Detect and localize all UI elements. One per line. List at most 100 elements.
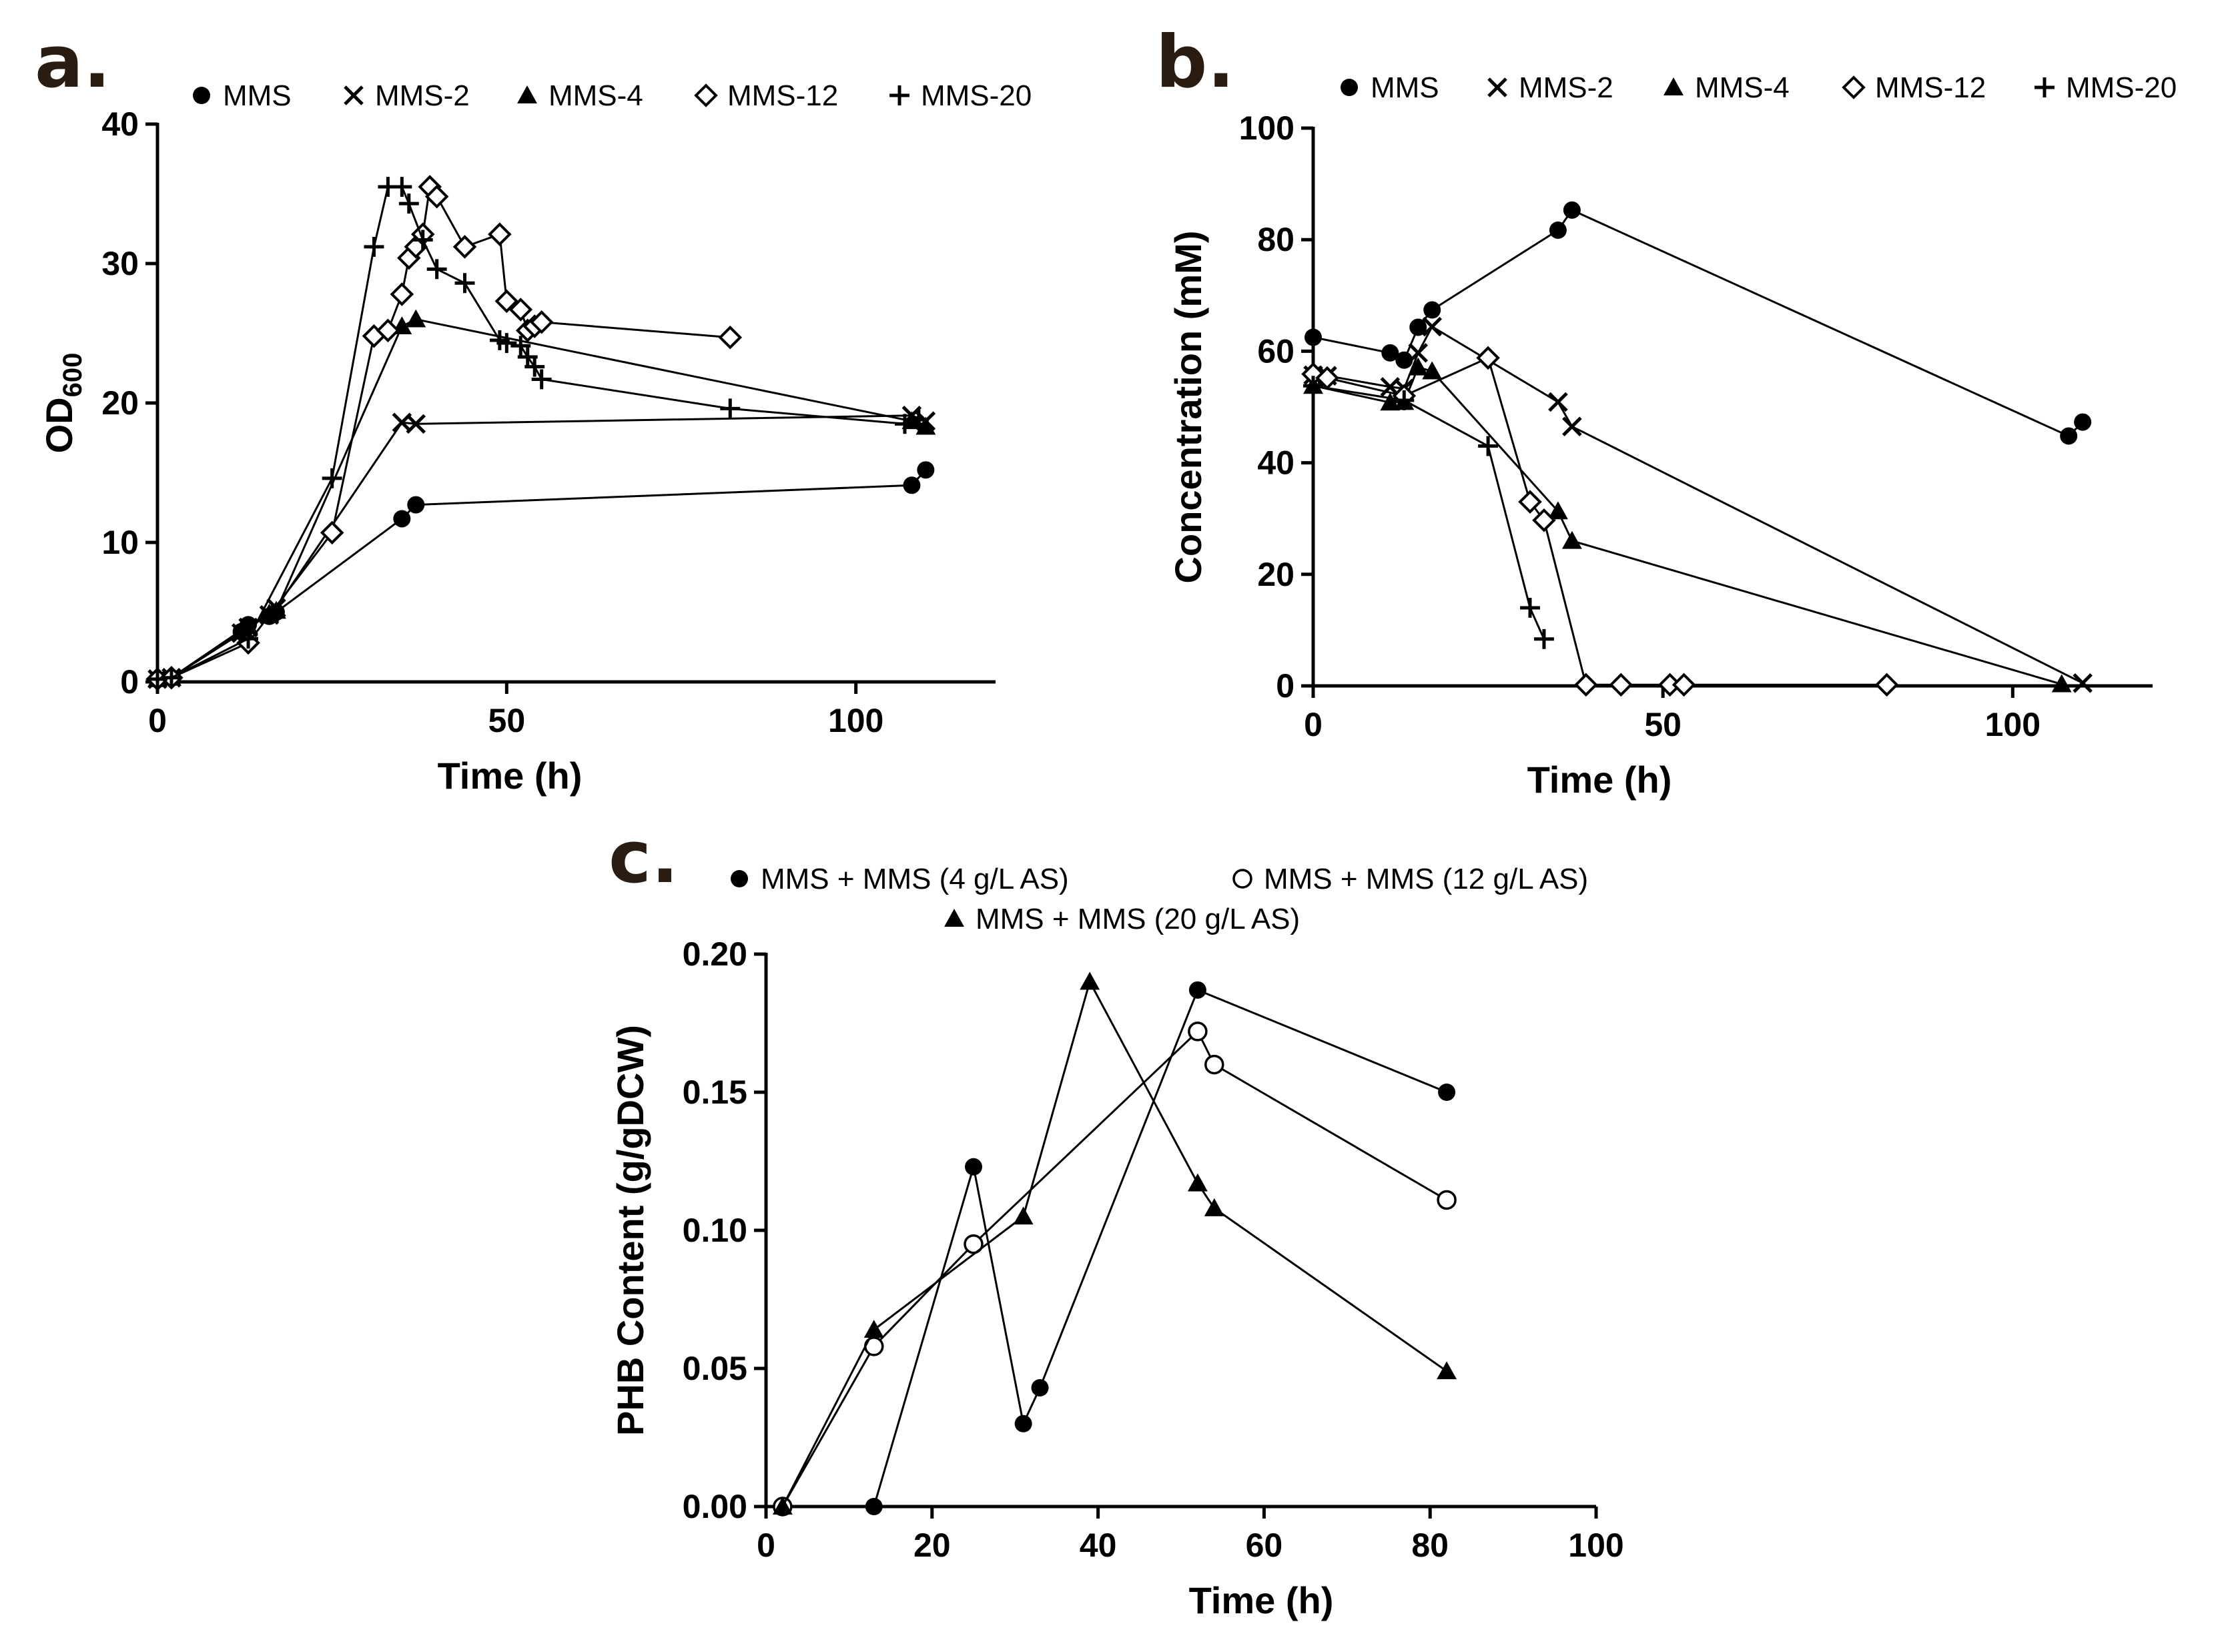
panel-b-series-mms-2-point [1422,316,1442,337]
panel-c-legend-item-mms-mms-12-g-l-as: MMS + MMS (12 g/L AS) [1232,863,1588,895]
panel-c-x-tick-label: 20 [913,1527,951,1564]
panel-b-y-tick-label: 80 [1257,221,1295,258]
panel-a-series-mms-12-point [718,325,743,350]
panel-c-series-mms-mms-20-g-l-as-point [1204,1198,1224,1216]
panel-b-series-mms-4-point [1547,501,1568,520]
panel-a-x-tick-label: 50 [488,702,526,739]
panel-c-series-mms-mms-20-g-l-as [772,971,1457,1515]
panel-a-y-tick-label: 30 [101,245,139,282]
panel-c-legend-item-mms-mms-20-g-l-as: MMS + MMS (20 g/L AS) [944,903,1300,935]
panel-b-series-mms-2-point [1562,416,1582,437]
panel-a-legend-item-mms-12: MMS-12 [694,79,838,112]
panel-a-series-mms-20-point [392,177,412,197]
panel-b-series-mms-4-point [1380,392,1401,411]
panel-c-legend-item-mms-mms-4-g-l-as: MMS + MMS (4 g/L AS) [731,863,1069,895]
panel-b-series-mms-point [2074,413,2092,431]
panel-c-x-tick-label: 60 [1246,1527,1283,1564]
panel-b-series-mms-20-point [1534,629,1554,649]
panel-b-x-tick-label: 0 [1304,706,1323,743]
panel-c-legend-marker [944,909,964,927]
panel-c-series-mms-mms-12-g-l-as-line [781,1029,1447,1507]
panel-c-series-mms-mms-4-g-l-as-point [1188,981,1206,999]
panel-b-series-mms-12 [1301,346,1899,697]
panel-a-series-mms-12-point [376,318,400,343]
panel-a-series-mms-20-point [908,410,929,430]
panel-c-series-mms-mms-12-g-l-as-point [1188,1021,1208,1042]
panel-a-y-tick-label: 20 [101,384,139,422]
panel-b-series-mms-12-point [1476,346,1500,370]
panel-b-legend-marker [1341,79,1358,96]
panel-a-series-mms-20-point [364,236,384,257]
panel-b-series-mms-20-line [1313,384,1545,640]
panel-a-legend-marker [889,85,909,105]
panel-a-series-mms-20-point [412,230,433,250]
panel-b-series-mms-2-point [2073,673,2093,693]
panel-b-legend-item-mms-4: MMS-4 [1664,71,1790,104]
panel-c-series-mms-mms-12-g-l-as-point [1204,1054,1224,1075]
panel-b-legend-label: MMS-12 [1875,71,1986,104]
panel-a-legend-label: MMS-20 [921,79,1032,112]
panel-a-x-axis-title: Time (h) [438,755,583,797]
panel-a-series-mms-2-point [406,414,426,434]
panel-c-series-mms-mms-4-g-l-as-point [965,1158,982,1176]
panel-c-x-tick-label: 80 [1411,1527,1449,1564]
panel-b-legend-label: MMS-20 [2066,71,2177,104]
panel-c-x-tick-label: 0 [757,1527,775,1564]
panel-c-legend-label: MMS + MMS (12 g/L AS) [1264,863,1588,895]
panel-a-series-mms-point [917,461,935,479]
panel-a-series-mms-20-point [894,414,915,434]
panel-b-legend-label: MMS [1371,71,1439,104]
panel-a-series-mms-20-point [238,629,259,649]
panel-b-legend-item-mms-12: MMS-12 [1842,71,1986,104]
panel-c-series-mms-mms-20-g-l-as-line [781,979,1447,1507]
panel-b-x-axis-title: Time (h) [1527,759,1672,801]
panel-b-series-mms-point [1409,318,1427,336]
panel-c-legend-label: MMS + MMS (4 g/L AS) [761,863,1069,895]
panel-a-series-mms-2 [147,406,936,689]
panel-a-series-mms-20-point [398,193,419,214]
panel-b-series-mms-4-point [1422,361,1443,380]
panel-a-series-mms-20-point [510,336,531,356]
panel-b-legend-item-mms-20: MMS-20 [2035,71,2177,104]
panel-c-x-tick-label: 40 [1080,1527,1117,1564]
panel-b-series-mms-point [1549,221,1567,239]
panel-b-chart: b. 0 50 100 0 20 40 60 80 100 Time (h) Concentratio… [1156,21,2177,801]
panel-a-series-mms-point [903,476,921,494]
panel-c-series-mms-mms-4-g-l-as-point [1438,1084,1456,1101]
panel-a-x-tick-label: 0 [148,702,167,739]
panel-b-series-mms-2-point [1548,392,1568,412]
panel-a-legend-label: MMS-4 [548,79,643,112]
panel-a-legend-marker [344,85,364,105]
panel-a-legend-label: MMS [223,79,292,112]
panel-c-series-mms-mms-4-g-l-as-point [1014,1414,1032,1432]
panel-b-y-axis-title: Concentration (mM) [1167,231,1209,584]
panel-a-y-tick-label: 0 [120,663,139,701]
panel-b-series-mms-4-point [1561,530,1582,549]
panel-a-chart: a. 0 50 100 0 10 20 30 40 Time (h) OD600 MMS MMS-2 MM… [35,21,1032,797]
panel-a-x-tick-label: 100 [828,702,883,739]
panel-a-series-mms-12-line [157,184,731,681]
panel-c-series-mms-mms-20-g-l-as-point [1080,971,1100,990]
panel-b-y-tick-label: 40 [1257,444,1295,482]
panel-c-series-mms-mms-12-g-l-as-point [964,1234,984,1254]
panel-b-panel-label: b. [1156,21,1234,104]
panel-b-series-mms-20-point [1394,390,1415,410]
panel-b-series-mms-20-point [1520,598,1540,618]
panel-b-legend-item-mms: MMS [1341,71,1439,104]
panel-b-series-mms-4-point [1408,357,1429,376]
panel-a-legend-item-mms: MMS [193,79,292,112]
panel-b-series-mms-2-point [1408,343,1429,363]
panel-b-series-mms-12-point [1532,508,1556,532]
panel-a-panel-label: a. [35,21,111,104]
panel-b-legend-marker [1664,77,1684,95]
panel-a-y-tick-label: 10 [101,524,139,561]
panel-c-y-tick-label: 0.20 [683,935,747,973]
panel-a-series-mms-20-point [524,356,545,377]
panel-a-legend-item-mms-20: MMS-20 [889,79,1032,112]
panel-a-series-mms-20-point [322,468,342,488]
panel-c-chart: c. 0 20 40 60 80 100 0.00 0.05 0.10 0.15 0.20 Time (… [609,816,1624,1621]
panel-c-y-axis-title: PHB Content (g/gDCW) [609,1025,651,1436]
panel-c-series-mms-mms-20-g-l-as-point [1187,1173,1208,1192]
panel-a-series-mms-20-point [531,369,552,390]
panel-a-series-mms-12-point [508,298,533,322]
